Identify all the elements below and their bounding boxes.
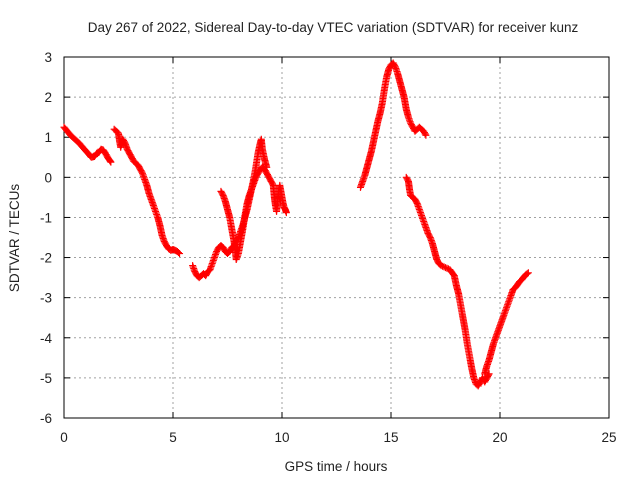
data-point bbox=[174, 249, 182, 257]
y-tick-label: -2 bbox=[40, 251, 52, 266]
data-point bbox=[421, 130, 429, 138]
data-point bbox=[107, 158, 115, 166]
y-tick-label: -1 bbox=[40, 210, 52, 225]
plot-frame bbox=[63, 56, 610, 419]
x-tick-label: 10 bbox=[274, 430, 289, 445]
y-tick-label: -5 bbox=[40, 371, 52, 386]
data-point bbox=[422, 131, 430, 139]
y-axis-label: SDTVAR / TECUs bbox=[7, 184, 22, 293]
data-series bbox=[60, 59, 532, 390]
y-tick-label: -3 bbox=[40, 291, 52, 306]
x-tick-label: 5 bbox=[169, 430, 177, 445]
x-tick-label: 25 bbox=[601, 430, 616, 445]
x-axis-label: GPS time / hours bbox=[285, 459, 388, 474]
chart-title: Day 267 of 2022, Sidereal Day-to-day VTE… bbox=[88, 20, 579, 35]
data-point bbox=[524, 269, 532, 277]
x-tick-label: 0 bbox=[60, 430, 68, 445]
data-point bbox=[282, 209, 290, 217]
y-tick-label: 0 bbox=[44, 170, 52, 185]
x-tick-label: 20 bbox=[492, 430, 507, 445]
grid-lines bbox=[64, 57, 609, 418]
axis-ticks: 0 5 10 15 20 25 -6 -5 -4 -3 -2 -1 0 1 2 3 bbox=[40, 50, 617, 445]
data-point bbox=[523, 270, 531, 278]
y-tick-label: -4 bbox=[40, 331, 52, 346]
y-tick-label: 1 bbox=[44, 130, 52, 145]
data-point bbox=[176, 250, 184, 258]
y-tick-label: 2 bbox=[44, 90, 52, 105]
y-tick-label: 3 bbox=[44, 50, 52, 65]
y-tick-label: -6 bbox=[40, 411, 52, 426]
x-tick-label: 15 bbox=[383, 430, 398, 445]
